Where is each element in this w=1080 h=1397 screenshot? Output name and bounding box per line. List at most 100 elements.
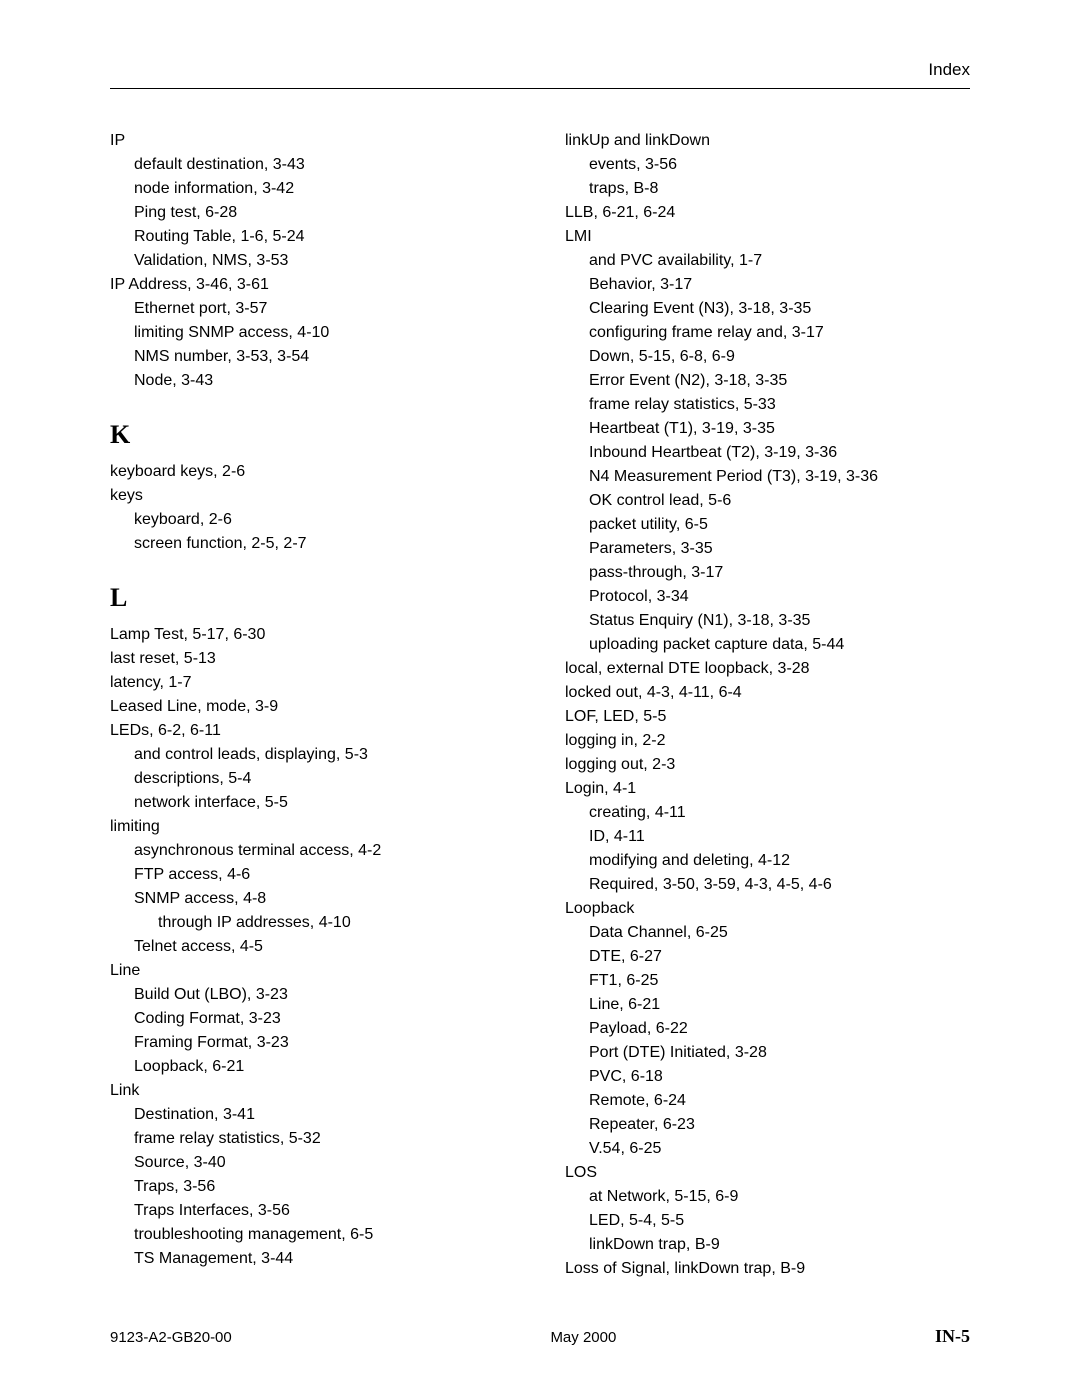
index-entry: Repeater, 6-23 [589,1113,970,1137]
index-entry: Loopback [565,897,970,921]
index-entry: Down, 5-15, 6-8, 6-9 [589,345,970,369]
index-entry: linkDown trap, B-9 [589,1233,970,1257]
index-entry: PVC, 6-18 [589,1065,970,1089]
footer-page-number: IN-5 [935,1326,970,1347]
index-entry: limiting SNMP access, 4-10 [134,321,515,345]
index-entry: FTP access, 4-6 [134,863,515,887]
index-entry: Payload, 6-22 [589,1017,970,1041]
index-entry: frame relay statistics, 5-33 [589,393,970,417]
right-column: linkUp and linkDownevents, 3-56traps, B-… [565,129,970,1281]
index-entry: uploading packet capture data, 5-44 [589,633,970,657]
index-entry: Traps Interfaces, 3-56 [134,1199,515,1223]
index-entry: packet utility, 6-5 [589,513,970,537]
index-entry: Ethernet port, 3-57 [134,297,515,321]
index-columns: IPdefault destination, 3-43node informat… [110,129,970,1281]
index-entry: Parameters, 3-35 [589,537,970,561]
index-entry: traps, B-8 [589,177,970,201]
index-entry: default destination, 3-43 [134,153,515,177]
index-entry: Inbound Heartbeat (T2), 3-19, 3-36 [589,441,970,465]
index-entry: creating, 4-11 [589,801,970,825]
index-entry: local, external DTE loopback, 3-28 [565,657,970,681]
index-entry: Protocol, 3-34 [589,585,970,609]
page: Index IPdefault destination, 3-43node in… [0,0,1080,1397]
index-entry: troubleshooting management, 6-5 [134,1223,515,1247]
index-entry: Telnet access, 4-5 [134,935,515,959]
index-entry: LLB, 6-21, 6-24 [565,201,970,225]
index-entry: IP [110,129,515,153]
index-entry: IP Address, 3-46, 3-61 [110,273,515,297]
index-entry: Required, 3-50, 3-59, 4-3, 4-5, 4-6 [589,873,970,897]
left-column: IPdefault destination, 3-43node informat… [110,129,515,1281]
index-entry: Validation, NMS, 3-53 [134,249,515,273]
index-entry: logging in, 2-2 [565,729,970,753]
index-entry: SNMP access, 4-8 [134,887,515,911]
index-entry: configuring frame relay and, 3-17 [589,321,970,345]
section-letter: K [110,415,515,454]
index-entry: modifying and deleting, 4-12 [589,849,970,873]
index-entry: Coding Format, 3-23 [134,1007,515,1031]
index-entry: Remote, 6-24 [589,1089,970,1113]
index-entry: LEDs, 6-2, 6-11 [110,719,515,743]
index-entry: Status Enquiry (N1), 3-18, 3-35 [589,609,970,633]
index-entry: asynchronous terminal access, 4-2 [134,839,515,863]
header-title: Index [928,60,970,79]
index-entry: Login, 4-1 [565,777,970,801]
index-entry: Routing Table, 1-6, 5-24 [134,225,515,249]
index-entry: Loopback, 6-21 [134,1055,515,1079]
index-entry: Heartbeat (T1), 3-19, 3-35 [589,417,970,441]
index-entry: Build Out (LBO), 3-23 [134,983,515,1007]
index-entry: ID, 4-11 [589,825,970,849]
index-entry: pass-through, 3-17 [589,561,970,585]
index-entry: Destination, 3-41 [134,1103,515,1127]
index-entry: DTE, 6-27 [589,945,970,969]
index-entry: and control leads, displaying, 5-3 [134,743,515,767]
index-entry: Clearing Event (N3), 3-18, 3-35 [589,297,970,321]
index-entry: latency, 1-7 [110,671,515,695]
index-entry: keyboard keys, 2-6 [110,460,515,484]
section-letter: L [110,578,515,617]
index-entry: screen function, 2-5, 2-7 [134,532,515,556]
index-entry: last reset, 5-13 [110,647,515,671]
index-entry: Framing Format, 3-23 [134,1031,515,1055]
index-entry: LED, 5-4, 5-5 [589,1209,970,1233]
index-entry: N4 Measurement Period (T3), 3-19, 3-36 [589,465,970,489]
footer-docid: 9123-A2-GB20-00 [110,1329,232,1346]
index-entry: Error Event (N2), 3-18, 3-35 [589,369,970,393]
index-entry: Data Channel, 6-25 [589,921,970,945]
index-entry: through IP addresses, 4-10 [158,911,515,935]
index-entry: OK control lead, 5-6 [589,489,970,513]
index-entry: LMI [565,225,970,249]
index-entry: events, 3-56 [589,153,970,177]
index-entry: Node, 3-43 [134,369,515,393]
index-entry: Loss of Signal, linkDown trap, B-9 [565,1257,970,1281]
index-entry: Lamp Test, 5-17, 6-30 [110,623,515,647]
index-entry: FT1, 6-25 [589,969,970,993]
index-entry: keys [110,484,515,508]
footer-date: May 2000 [550,1329,616,1346]
index-entry: LOF, LED, 5-5 [565,705,970,729]
index-entry: Line [110,959,515,983]
index-entry: limiting [110,815,515,839]
page-header: Index [110,60,970,89]
index-entry: Leased Line, mode, 3-9 [110,695,515,719]
index-entry: and PVC availability, 1-7 [589,249,970,273]
index-entry: Ping test, 6-28 [134,201,515,225]
index-entry: NMS number, 3-53, 3-54 [134,345,515,369]
index-entry: Port (DTE) Initiated, 3-28 [589,1041,970,1065]
index-entry: descriptions, 5-4 [134,767,515,791]
index-entry: Traps, 3-56 [134,1175,515,1199]
index-entry: LOS [565,1161,970,1185]
index-entry: TS Management, 3-44 [134,1247,515,1271]
index-entry: V.54, 6-25 [589,1137,970,1161]
index-entry: keyboard, 2-6 [134,508,515,532]
index-entry: locked out, 4-3, 4-11, 6-4 [565,681,970,705]
index-entry: Source, 3-40 [134,1151,515,1175]
index-entry: logging out, 2-3 [565,753,970,777]
index-entry: Line, 6-21 [589,993,970,1017]
index-entry: node information, 3-42 [134,177,515,201]
index-entry: network interface, 5-5 [134,791,515,815]
index-entry: Behavior, 3-17 [589,273,970,297]
index-entry: Link [110,1079,515,1103]
page-footer: 9123-A2-GB20-00 May 2000 IN-5 [110,1326,970,1347]
index-entry: at Network, 5-15, 6-9 [589,1185,970,1209]
